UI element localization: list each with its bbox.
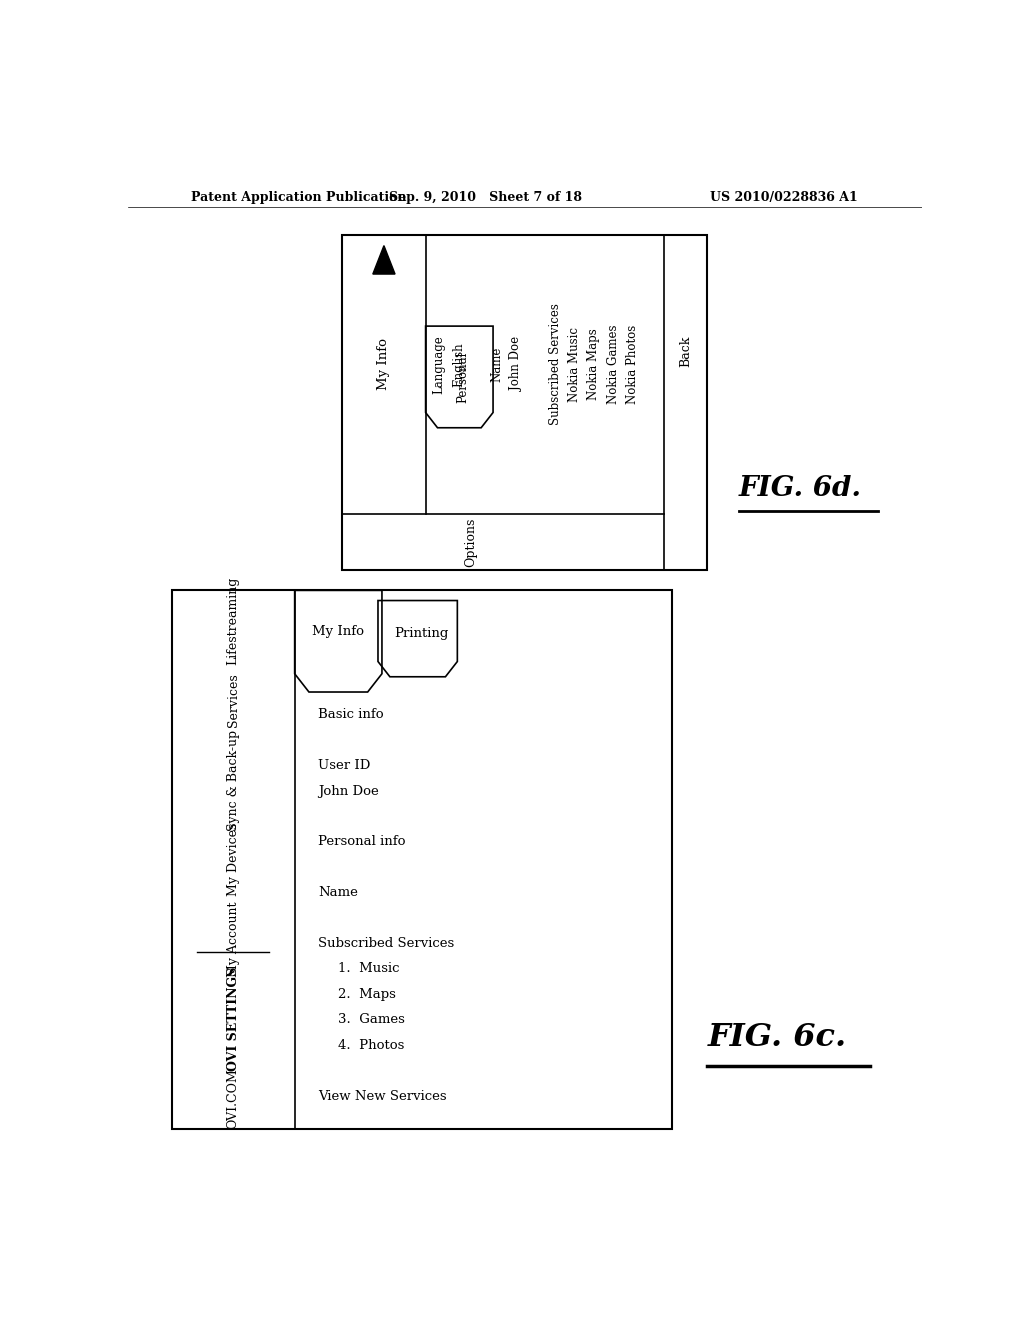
Text: 2.  Maps: 2. Maps xyxy=(338,987,396,1001)
Text: Sep. 9, 2010   Sheet 7 of 18: Sep. 9, 2010 Sheet 7 of 18 xyxy=(389,190,582,203)
Text: Nokia Photos: Nokia Photos xyxy=(626,325,639,404)
Text: Sync & Back-up: Sync & Back-up xyxy=(226,730,240,830)
Text: My Info: My Info xyxy=(312,624,365,638)
Text: John Doe: John Doe xyxy=(318,784,379,797)
Text: OVI.COM: OVI.COM xyxy=(226,1068,240,1129)
Text: Back: Back xyxy=(679,335,692,367)
Text: View New Services: View New Services xyxy=(318,1089,447,1102)
Text: Name: Name xyxy=(318,886,358,899)
Bar xyxy=(172,590,672,1129)
Text: My Account: My Account xyxy=(226,902,240,977)
Bar xyxy=(342,235,708,570)
Text: John Doe: John Doe xyxy=(510,337,523,391)
Text: My Info: My Info xyxy=(378,338,390,391)
Text: Nokia Maps: Nokia Maps xyxy=(588,329,600,400)
Text: Personal: Personal xyxy=(457,351,470,403)
Text: Lifestreaming: Lifestreaming xyxy=(226,577,240,665)
Text: User ID: User ID xyxy=(318,759,371,772)
Text: FIG. 6d.: FIG. 6d. xyxy=(739,475,862,502)
Text: Options: Options xyxy=(465,517,478,566)
Polygon shape xyxy=(373,246,395,275)
Text: FIG. 6c.: FIG. 6c. xyxy=(708,1022,847,1053)
Text: Nokia Music: Nokia Music xyxy=(568,327,581,401)
Text: OVI SETTINGS: OVI SETTINGS xyxy=(226,966,240,1071)
Text: Subscribed Services: Subscribed Services xyxy=(549,304,562,425)
Text: Subscribed Services: Subscribed Services xyxy=(318,937,455,950)
Text: US 2010/0228836 A1: US 2010/0228836 A1 xyxy=(711,190,858,203)
Text: Services: Services xyxy=(226,673,240,727)
Text: Patent Application Publication: Patent Application Publication xyxy=(191,190,407,203)
Text: Nokia Games: Nokia Games xyxy=(607,325,620,404)
Text: Basic info: Basic info xyxy=(318,709,384,721)
Text: My Devices: My Devices xyxy=(226,824,240,896)
Text: English: English xyxy=(453,342,465,387)
Text: 1.  Music: 1. Music xyxy=(338,962,399,975)
Text: Language: Language xyxy=(433,335,445,393)
Text: Personal info: Personal info xyxy=(318,836,406,849)
Text: Name: Name xyxy=(490,347,504,381)
Text: 3.  Games: 3. Games xyxy=(338,1014,406,1026)
Text: 4.  Photos: 4. Photos xyxy=(338,1039,404,1052)
Text: Printing: Printing xyxy=(394,627,449,640)
